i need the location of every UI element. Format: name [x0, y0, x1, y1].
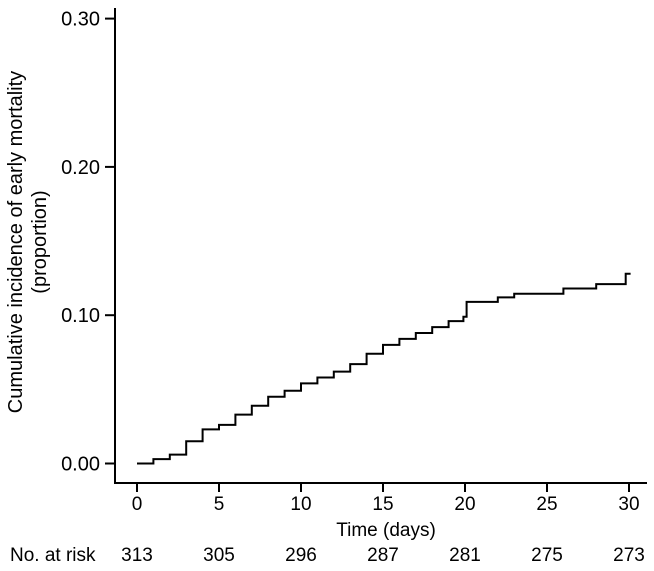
y-tick-label: 0.00	[61, 454, 100, 476]
y-tick-marks	[105, 17, 115, 465]
x-tick-label: 25	[536, 494, 557, 515]
risk-value: 281	[449, 545, 481, 566]
y-axis-title-line1: Cumulative incidence of early mortality	[5, 71, 27, 413]
x-tick-label: 15	[372, 494, 393, 515]
y-tick-label: 0.30	[61, 9, 100, 31]
risk-value: 287	[367, 545, 399, 566]
cumulative-incidence-curve	[137, 272, 631, 465]
axis-lines	[114, 8, 647, 484]
risk-value: 305	[203, 545, 235, 566]
x-tick-label: 5	[214, 494, 225, 515]
x-tick-label: 10	[290, 494, 311, 515]
y-tick-label: 0.10	[61, 305, 100, 327]
x-axis-title: Time (days)	[336, 520, 436, 541]
risk-value: 273	[613, 545, 645, 566]
x-tick-label: 20	[454, 494, 475, 515]
y-tick-label: 0.20	[61, 157, 100, 179]
x-tick-label: 0	[132, 494, 143, 515]
y-axis-title-line2: (proportion)	[29, 190, 51, 293]
x-tick-labels: 0 5 10 15 20 25 30	[132, 494, 640, 515]
risk-value: 296	[285, 545, 317, 566]
risk-table-values: 313 305 296 287 281 275 273	[121, 545, 645, 566]
y-tick-labels: 0.00 0.10 0.20 0.30	[61, 9, 100, 476]
risk-value: 313	[121, 545, 153, 566]
risk-value: 275	[531, 545, 563, 566]
risk-table-label: No. at risk	[10, 545, 96, 566]
x-tick-marks	[136, 483, 630, 492]
x-tick-label: 30	[618, 494, 639, 515]
